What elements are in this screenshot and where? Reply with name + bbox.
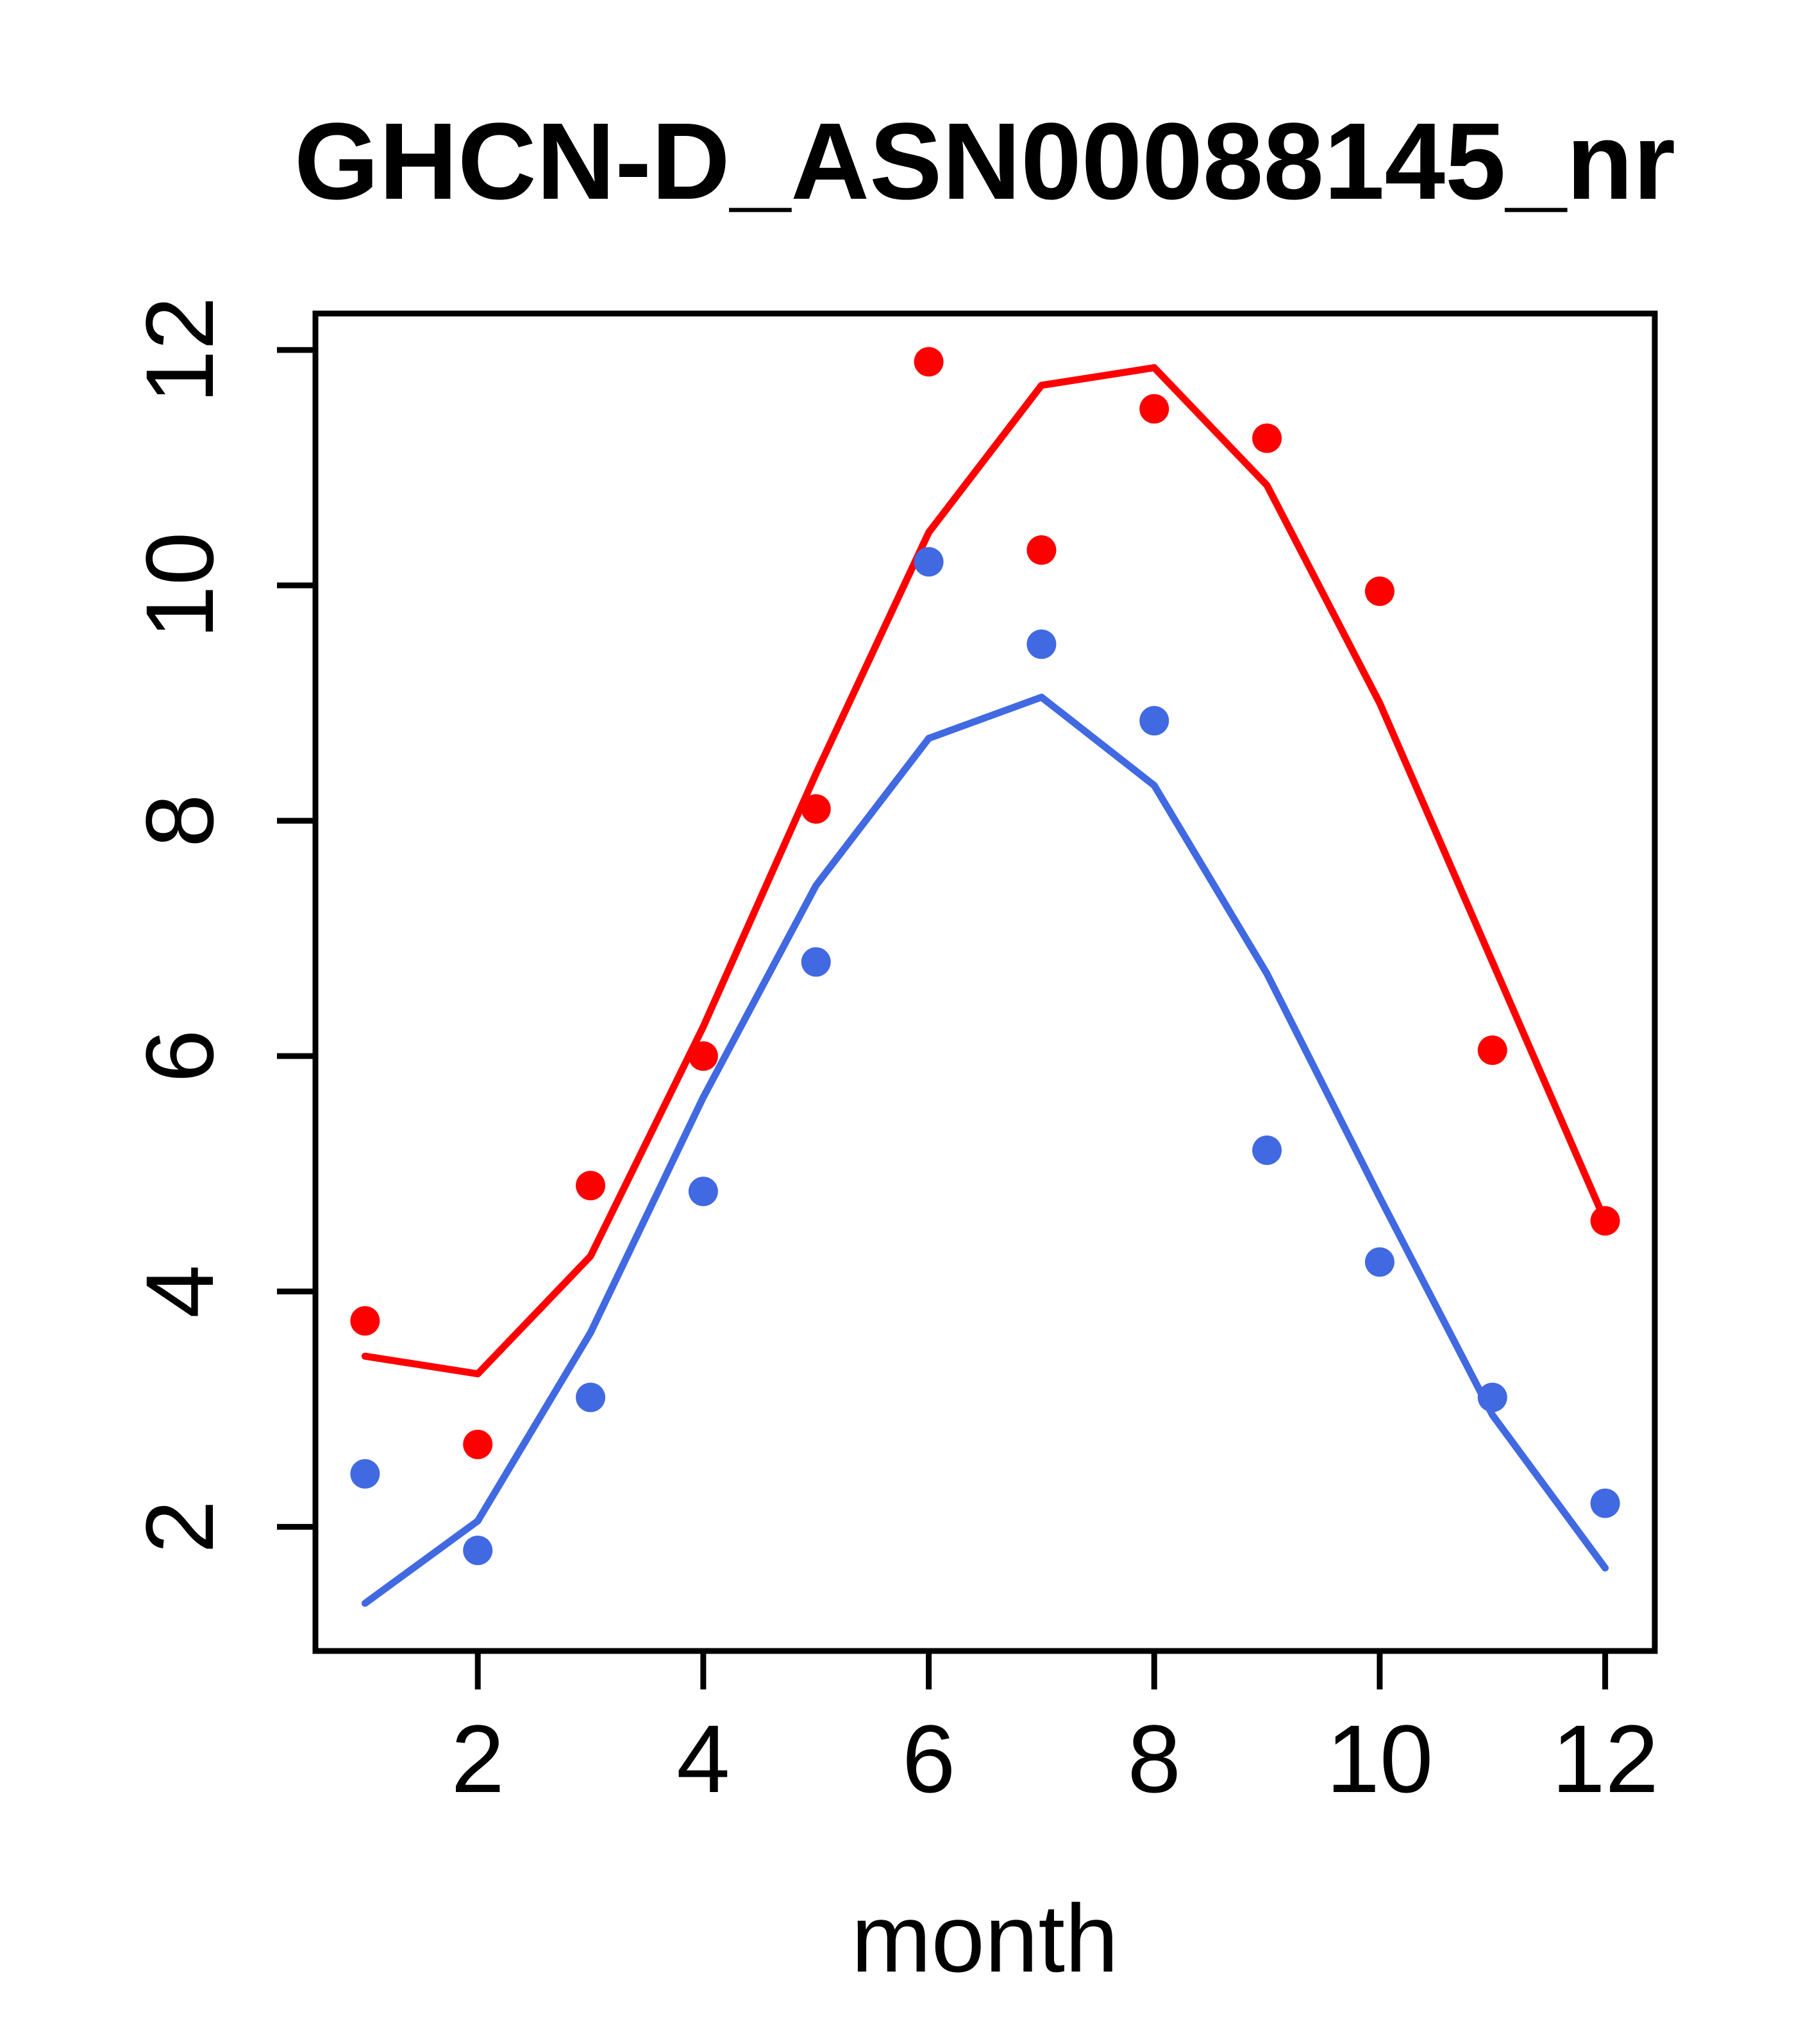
plot-border	[312, 310, 1658, 1654]
y-tick-label: 10	[126, 532, 233, 639]
x-tick-label: 4	[676, 1705, 730, 1813]
blue-points-point	[350, 1459, 380, 1489]
red-points-point	[576, 1171, 606, 1201]
blue-points-point	[463, 1536, 493, 1566]
y-tick-label: 12	[126, 296, 233, 403]
blue-points-point	[1252, 1135, 1282, 1166]
blue-smooth-line	[361, 693, 1609, 1607]
blue-points-point	[1139, 706, 1169, 736]
red-points-point	[801, 794, 831, 824]
series-layer	[350, 347, 1620, 1607]
blue-points-point	[1364, 1247, 1394, 1277]
blue-points-point	[914, 547, 944, 577]
red-points-point	[463, 1429, 493, 1459]
blue-points-point	[576, 1382, 606, 1412]
y-axis-ticks	[277, 347, 315, 1530]
x-tick-label: 8	[1128, 1705, 1181, 1813]
red-points-point	[350, 1306, 380, 1336]
x-tick-label: 6	[902, 1705, 955, 1813]
x-axis-tick-labels: 2 4 6 8 10 12	[451, 1705, 1659, 1813]
red-points-point	[1026, 535, 1057, 565]
red-points-point	[1139, 394, 1169, 424]
blue-points-point	[1026, 629, 1057, 659]
red-smooth-line	[361, 364, 1609, 1378]
red-points	[350, 347, 1620, 1459]
x-axis-ticks	[474, 1651, 1609, 1689]
x-tick-label: 12	[1552, 1705, 1659, 1813]
x-axis-label: month	[851, 1884, 1119, 1992]
y-tick-label: 8	[126, 794, 233, 847]
chart-title: GHCN-D_ASN00088145_nr	[294, 101, 1675, 222]
red-points-point	[1252, 423, 1282, 453]
y-tick-label: 6	[126, 1029, 233, 1082]
x-tick-label: 2	[451, 1705, 504, 1813]
blue-points	[350, 547, 1620, 1566]
red-points-point	[1364, 576, 1394, 607]
y-tick-label: 4	[126, 1265, 233, 1318]
x-tick-label: 10	[1327, 1705, 1434, 1813]
y-axis-tick-labels: 2 4 6 8 10 12	[126, 296, 233, 1554]
red-points-point	[1477, 1035, 1507, 1065]
blue-points-point	[1590, 1488, 1620, 1518]
red-points-point	[914, 347, 944, 377]
blue-points-point	[801, 947, 831, 977]
blue-points-point	[688, 1177, 718, 1207]
y-tick-label: 2	[126, 1500, 233, 1554]
